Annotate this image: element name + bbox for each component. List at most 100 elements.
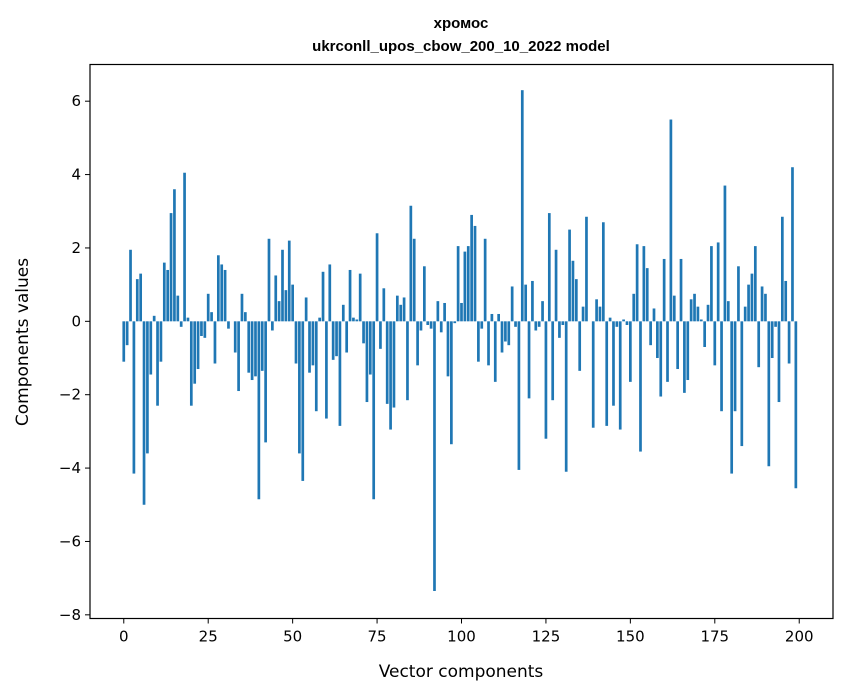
bar xyxy=(166,269,170,322)
y-tick-label: 4 xyxy=(71,166,81,184)
x-tick-label: 25 xyxy=(199,628,218,646)
bar xyxy=(216,255,220,322)
bar xyxy=(564,321,568,472)
bar xyxy=(395,295,399,322)
bar xyxy=(284,290,288,322)
bar xyxy=(571,260,575,322)
bar xyxy=(699,319,703,322)
bar xyxy=(419,321,423,331)
bar xyxy=(244,312,247,322)
bar xyxy=(740,321,744,447)
bar xyxy=(412,238,416,322)
y-tick-label: −2 xyxy=(59,386,81,404)
bar xyxy=(615,321,619,327)
bar-series xyxy=(122,90,798,591)
bar xyxy=(625,321,629,325)
bar xyxy=(135,279,139,322)
bar xyxy=(159,321,163,362)
bar xyxy=(260,321,264,371)
bar xyxy=(780,216,784,322)
bar xyxy=(659,321,663,397)
bar xyxy=(581,306,585,322)
x-tick-label: 75 xyxy=(368,628,387,646)
bar xyxy=(595,299,598,322)
y-tick-label: 2 xyxy=(71,239,81,257)
bar xyxy=(132,321,136,474)
bar xyxy=(146,321,149,454)
bar xyxy=(277,301,281,322)
bar xyxy=(362,321,365,344)
bar xyxy=(791,167,794,322)
bar xyxy=(639,321,642,452)
bar xyxy=(574,279,578,322)
bar xyxy=(649,321,652,346)
bar xyxy=(162,262,166,322)
bar xyxy=(473,225,477,322)
bar xyxy=(723,185,727,322)
bar xyxy=(210,312,213,322)
bar xyxy=(439,321,443,333)
bar xyxy=(389,321,392,430)
bar xyxy=(139,273,143,322)
x-tick-label: 125 xyxy=(532,628,561,646)
x-tick-label: 150 xyxy=(616,628,645,646)
bar xyxy=(446,321,450,377)
bar xyxy=(149,321,153,375)
bar xyxy=(477,321,480,362)
bar xyxy=(298,321,301,454)
bar xyxy=(274,275,278,322)
bar xyxy=(693,293,696,322)
bar xyxy=(618,321,622,430)
bar xyxy=(287,240,291,322)
bar xyxy=(122,321,126,362)
bar xyxy=(777,321,781,403)
bar xyxy=(726,301,730,322)
bar xyxy=(409,205,413,322)
bar xyxy=(338,321,342,426)
bar xyxy=(767,321,771,467)
bar xyxy=(436,301,440,322)
bar xyxy=(507,321,511,346)
bar xyxy=(770,321,774,359)
bar xyxy=(470,214,473,322)
bar xyxy=(203,321,207,338)
plot-frame xyxy=(89,63,834,620)
y-axis-ticks: −8 −6 −4 −2 0 2 4 6 xyxy=(59,92,90,624)
bar xyxy=(514,321,517,327)
bar xyxy=(645,268,649,322)
bar xyxy=(152,315,156,322)
bar xyxy=(267,238,271,322)
x-tick-label: 0 xyxy=(119,628,129,646)
bar xyxy=(551,321,555,401)
bar xyxy=(331,321,335,360)
bar xyxy=(379,321,382,349)
bar xyxy=(510,286,514,322)
bar xyxy=(608,317,612,322)
bar xyxy=(423,266,426,322)
bar xyxy=(713,321,717,366)
bar xyxy=(125,321,129,346)
bar xyxy=(696,306,700,322)
bar xyxy=(629,321,632,382)
bar xyxy=(524,284,528,322)
bar xyxy=(429,321,433,329)
bar xyxy=(399,304,403,322)
bar xyxy=(568,229,571,322)
bar xyxy=(520,90,524,322)
bar xyxy=(541,301,544,322)
bar xyxy=(487,321,490,366)
bar xyxy=(679,258,683,322)
bar xyxy=(352,317,355,322)
bar xyxy=(561,321,565,325)
bar xyxy=(271,321,274,331)
bar xyxy=(490,313,494,322)
bar xyxy=(382,288,386,322)
bar xyxy=(281,249,284,322)
bar xyxy=(747,284,750,322)
y-tick-label: −8 xyxy=(59,606,81,624)
bar xyxy=(392,321,396,408)
bar xyxy=(504,321,507,342)
bar xyxy=(321,271,325,322)
bar xyxy=(753,246,757,322)
